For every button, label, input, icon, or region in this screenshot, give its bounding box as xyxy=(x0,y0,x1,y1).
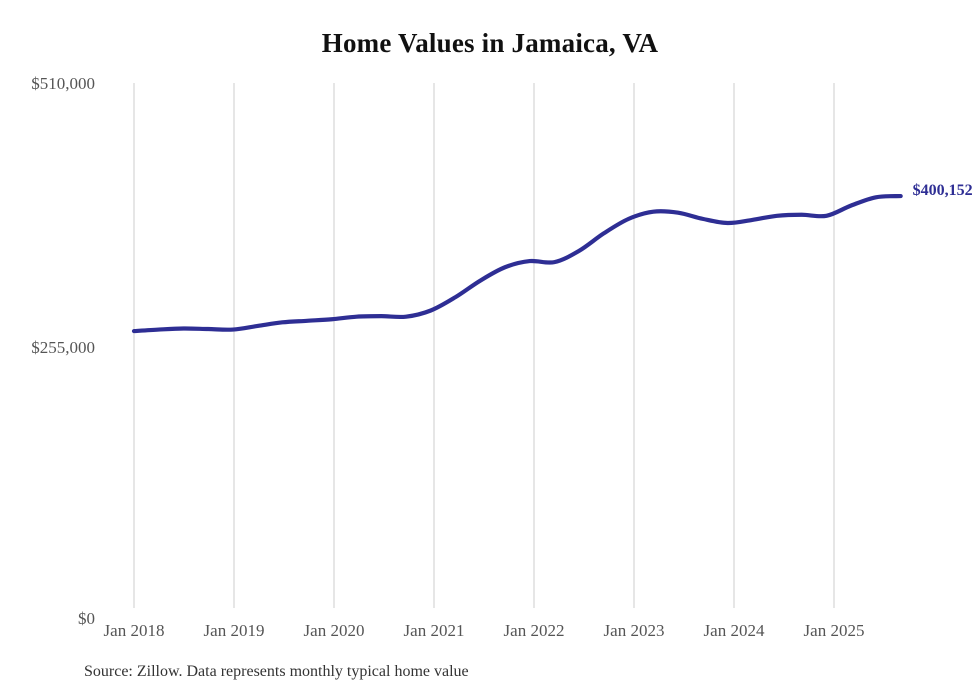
y-axis-tick-510000: $510,000 xyxy=(31,74,95,93)
y-axis-tick-0: $0 xyxy=(78,609,95,628)
x-axis-tick-jan-2021: Jan 2021 xyxy=(403,621,465,640)
x-axis-tick-jan-2019: Jan 2019 xyxy=(203,621,265,640)
source-note: Source: Zillow. Data represents monthly … xyxy=(84,663,469,680)
x-axis-tick-jan-2025: Jan 2025 xyxy=(803,621,865,640)
x-axis-tick-jan-2022: Jan 2022 xyxy=(503,621,565,640)
end-value-annotation: $400,152 xyxy=(912,182,973,200)
x-axis-tick-jan-2020: Jan 2020 xyxy=(303,621,365,640)
x-axis-tick-jan-2018: Jan 2018 xyxy=(103,621,165,640)
chart-title: Home Values in Jamaica, VA xyxy=(321,28,659,58)
x-axis-tick-jan-2024: Jan 2024 xyxy=(703,621,765,640)
gridlines-vertical xyxy=(133,83,835,608)
y-axis-tick-255000: $255,000 xyxy=(31,338,95,357)
x-axis-tick-jan-2023: Jan 2023 xyxy=(603,621,665,640)
series-line-typical-home-value xyxy=(131,193,903,334)
